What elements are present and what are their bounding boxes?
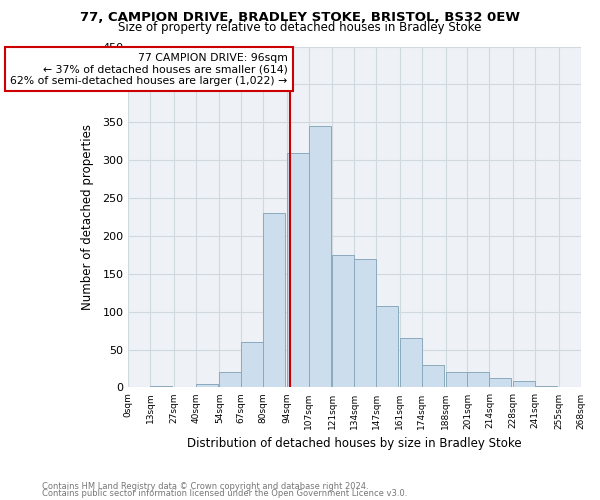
Bar	[490, 378, 511, 388]
Bar	[513, 382, 535, 388]
Bar	[446, 372, 467, 388]
Bar	[128, 386, 150, 388]
Bar	[422, 364, 444, 388]
X-axis label: Distribution of detached houses by size in Bradley Stoke: Distribution of detached houses by size …	[187, 437, 522, 450]
Bar	[263, 213, 285, 388]
Text: 77 CAMPION DRIVE: 96sqm
← 37% of detached houses are smaller (614)
62% of semi-d: 77 CAMPION DRIVE: 96sqm ← 37% of detache…	[10, 52, 288, 86]
Bar	[309, 126, 331, 388]
Bar	[535, 386, 557, 388]
Bar	[400, 338, 422, 388]
Text: Contains HM Land Registry data © Crown copyright and database right 2024.: Contains HM Land Registry data © Crown c…	[42, 482, 368, 491]
Text: 77, CAMPION DRIVE, BRADLEY STOKE, BRISTOL, BS32 0EW: 77, CAMPION DRIVE, BRADLEY STOKE, BRISTO…	[80, 11, 520, 24]
Bar	[559, 386, 581, 388]
Bar	[150, 386, 172, 388]
Bar	[376, 306, 398, 388]
Y-axis label: Number of detached properties: Number of detached properties	[81, 124, 94, 310]
Text: Size of property relative to detached houses in Bradley Stoke: Size of property relative to detached ho…	[118, 22, 482, 35]
Bar	[196, 384, 218, 388]
Bar	[287, 152, 309, 388]
Bar	[355, 258, 376, 388]
Text: Contains public sector information licensed under the Open Government Licence v3: Contains public sector information licen…	[42, 489, 407, 498]
Bar	[241, 342, 263, 388]
Bar	[467, 372, 490, 388]
Bar	[332, 255, 355, 388]
Bar	[220, 372, 241, 388]
